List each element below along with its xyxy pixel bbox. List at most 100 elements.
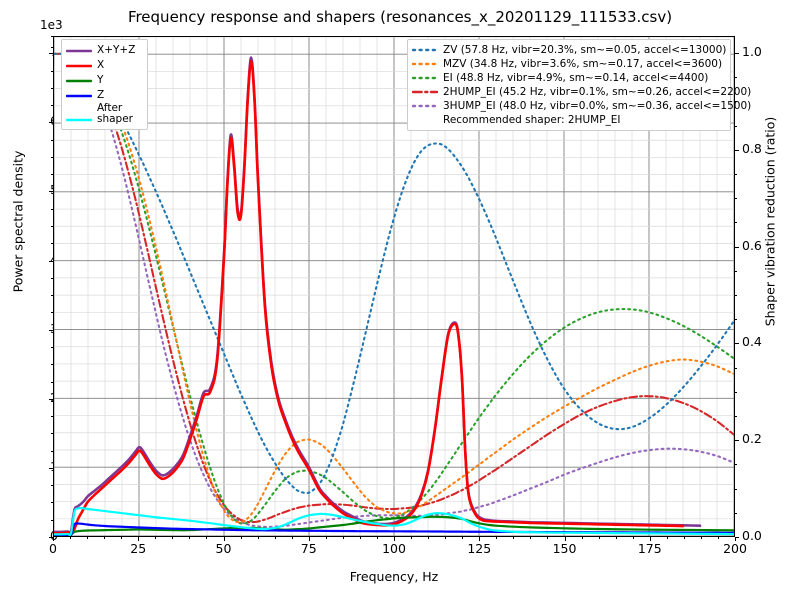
x-tickmark-minor (581, 537, 583, 540)
y-axis-exponent-label: 1e3 (40, 18, 63, 32)
page-title: Frequency response and shapers (resonanc… (127, 8, 673, 26)
y-tickmark-right-minor (735, 391, 738, 393)
y-tick-right: 1.0 (742, 43, 762, 59)
x-tickmark-minor (359, 537, 361, 540)
legend-item-z[interactable]: Z (66, 88, 142, 103)
y-tick-left: 3 (18, 321, 58, 336)
legend-item-zv[interactable]: ZV (57.8 Hz, vibr=20.3%, sm~=0.05, accel… (412, 43, 727, 57)
legend-swatch-icon (412, 58, 438, 70)
x-tickmark-minor (257, 537, 259, 540)
y-tick-right: 0.0 (742, 528, 762, 543)
y-tickmark-left-minor (50, 364, 53, 366)
legend-line-sample (412, 104, 438, 108)
legend-label: EI (48.8 Hz, vibr=4.9%, sm~=0.14, accel<… (443, 72, 709, 84)
y-tickmark-left-minor (50, 36, 53, 37)
x-tickmark-minor (274, 537, 276, 540)
y-tickmark-right-minor (735, 294, 738, 296)
legend-item-2hump-ei[interactable]: 2HUMP_EI (45.2 Hz, vibr=0.1%, sm~=0.26, … (412, 85, 751, 99)
legend-item-x-y-z[interactable]: X+Y+Z (66, 43, 142, 58)
legend-item-after-shaper[interactable]: After shaper (66, 103, 142, 126)
x-tickmark-minor (462, 537, 464, 540)
y-tickmark-right-minor (735, 173, 738, 175)
y-tick-right: 0.6 (742, 237, 762, 253)
y-tickmark-left-major (49, 122, 53, 124)
y-tickmark-right-major (735, 440, 739, 442)
y-tickmark-right-minor (735, 222, 738, 224)
legend-item-3hump-ei[interactable]: 3HUMP_EI (48.0 Hz, vibr=0.0%, sm~=0.36, … (412, 99, 751, 113)
x-tickmark-minor (496, 537, 498, 540)
y-tickmark-right-minor (735, 270, 738, 272)
y-tick-right: 0.8 (742, 140, 762, 156)
x-tickmark-minor (717, 537, 719, 540)
legend-line-sample (66, 64, 92, 67)
y-tick-left: 6 (18, 113, 58, 128)
legend-item-ei[interactable]: EI (48.8 Hz, vibr=4.9%, sm~=0.14, accel<… (412, 71, 725, 85)
legend-label: 2HUMP_EI (45.2 Hz, vibr=0.1%, sm~=0.26, … (443, 86, 752, 98)
y-tickmark-right-minor (735, 319, 738, 321)
x-tickmark-major (53, 537, 54, 541)
y-tickmark-right-major (735, 52, 739, 54)
legend-label: ZV (57.8 Hz, vibr=20.3%, sm~=0.05, accel… (443, 44, 727, 56)
series-legend[interactable]: X+Y+Z X Y Z After shaper (61, 39, 148, 130)
x-tickmark-major (308, 537, 310, 541)
data-series-layer (54, 52, 734, 536)
x-tickmark-minor (411, 537, 413, 540)
y-axis-right-label: Shaper vibration reduction (ratio) (762, 116, 778, 327)
series-line-zv (54, 52, 734, 495)
legend-line-sample (412, 62, 438, 66)
shaper-legend[interactable]: ZV (57.8 Hz, vibr=20.3%, sm~=0.05, accel… (407, 39, 751, 131)
y-tick-left: 2 (18, 390, 58, 405)
y-tickmark-left-major (49, 53, 53, 55)
x-tick: 175 (637, 541, 662, 556)
x-tickmark-minor (632, 537, 634, 540)
y-tickmark-left-minor (50, 450, 53, 452)
y-tickmark-left-minor (50, 416, 53, 418)
x-tickmark-minor (700, 537, 702, 540)
y-tick-left: 7 (18, 44, 58, 59)
x-tickmark-minor (291, 537, 293, 540)
y-tickmark-right-minor (735, 488, 738, 490)
y-tickmark-right-minor (735, 198, 738, 200)
y-tickmark-right-major (735, 246, 739, 248)
x-tickmark-minor (666, 537, 668, 540)
legend-swatch-icon (66, 45, 92, 57)
x-tickmark-major (649, 537, 651, 541)
x-tickmark-minor (376, 537, 378, 540)
y-tick-left: 4 (18, 252, 58, 267)
legend-label: X+Y+Z (97, 44, 136, 56)
x-tickmark-minor (240, 537, 242, 540)
y-tickmark-left-minor (50, 346, 53, 348)
y-tickmark-left-minor (50, 208, 53, 210)
x-tickmark-major (735, 537, 736, 541)
legend-line-sample (412, 48, 438, 52)
y-tick-left: 1 (18, 459, 58, 474)
x-tickmark-major (564, 537, 566, 541)
y-tick-right: 0.2 (742, 431, 762, 447)
recommended-shaper-label: Recommended shaper: 2HUMP_EI (443, 114, 621, 126)
legend-item-y[interactable]: Y (66, 73, 142, 88)
x-tick: 200 (723, 541, 747, 556)
y-tickmark-left-minor (50, 485, 53, 487)
y-tickmark-left-minor (50, 519, 53, 521)
legend-line-sample (66, 118, 92, 122)
y-tickmark-right-minor (735, 77, 738, 79)
x-tickmark-minor (325, 537, 327, 540)
y-tickmark-left-major (49, 191, 53, 193)
x-tickmark-major (479, 537, 481, 541)
legend-label: MZV (34.8 Hz, vibr=3.6%, sm~=0.17, accel… (443, 58, 723, 70)
y-tickmark-right-major (735, 343, 739, 345)
y-tick-right: 0.4 (742, 334, 762, 350)
x-tickmark-major (138, 537, 140, 541)
legend-item-x[interactable]: X (66, 58, 142, 73)
y-tickmark-left-minor (50, 174, 53, 176)
y-tickmark-left-minor (50, 226, 53, 228)
legend-item-mzv[interactable]: MZV (34.8 Hz, vibr=3.6%, sm~=0.17, accel… (412, 57, 725, 71)
x-tickmark-minor (70, 537, 72, 540)
y-tickmark-left-minor (50, 295, 53, 297)
legend-line-sample (66, 79, 92, 82)
y-tickmark-left-minor (50, 381, 53, 383)
recommended-shaper-note: Recommended shaper: 2HUMP_EI (412, 113, 725, 127)
legend-swatch-icon (412, 72, 438, 84)
legend-label: Z (97, 89, 105, 101)
